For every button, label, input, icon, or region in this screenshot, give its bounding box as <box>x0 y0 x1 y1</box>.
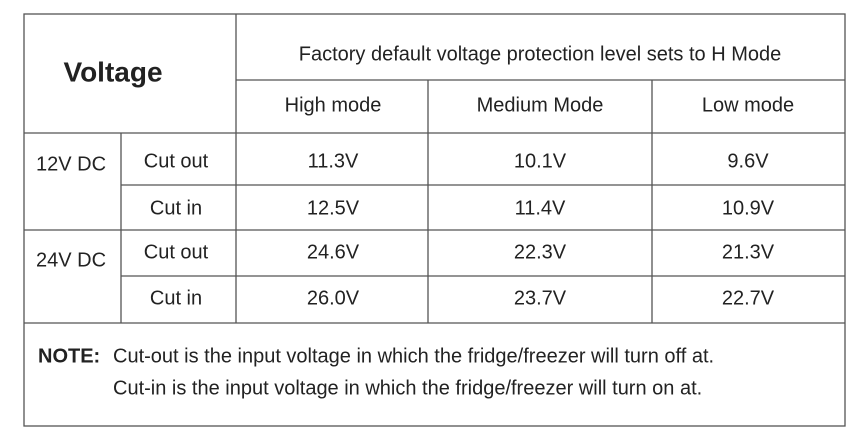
cell-value: 26.0V <box>307 287 360 309</box>
cell-value: 24.6V <box>307 241 360 263</box>
cell-value: 10.9V <box>722 197 775 219</box>
cell-value: 23.7V <box>514 287 567 309</box>
cell-value: 9.6V <box>727 150 769 172</box>
mode-header: Low mode <box>702 94 794 116</box>
row-type: Cut in <box>150 287 202 309</box>
group-label: 12V DC <box>36 153 106 175</box>
cell-value: 11.4V <box>515 197 566 219</box>
row-type: Cut out <box>144 241 209 263</box>
row-type: Cut out <box>144 150 209 172</box>
table-title: Factory default voltage protection level… <box>299 43 781 65</box>
cell-value: 21.3V <box>722 241 775 263</box>
note-line: Cut-out is the input voltage in which th… <box>113 345 714 367</box>
table-border <box>23 13 846 427</box>
group-label: 24V DC <box>36 249 106 271</box>
cell-value: 11.3V <box>308 150 359 172</box>
mode-header: High mode <box>285 94 382 116</box>
cell-value: 12.5V <box>307 197 360 219</box>
voltage-heading: Voltage <box>63 56 162 87</box>
row-type: Cut in <box>150 197 202 219</box>
cell-value: 10.1V <box>514 150 567 172</box>
cell-value: 22.3V <box>514 241 567 263</box>
mode-header: Medium Mode <box>477 94 604 116</box>
note-label: NOTE: <box>38 345 100 367</box>
note-line: Cut-in is the input voltage in which the… <box>113 377 702 399</box>
cell-value: 22.7V <box>722 287 775 309</box>
